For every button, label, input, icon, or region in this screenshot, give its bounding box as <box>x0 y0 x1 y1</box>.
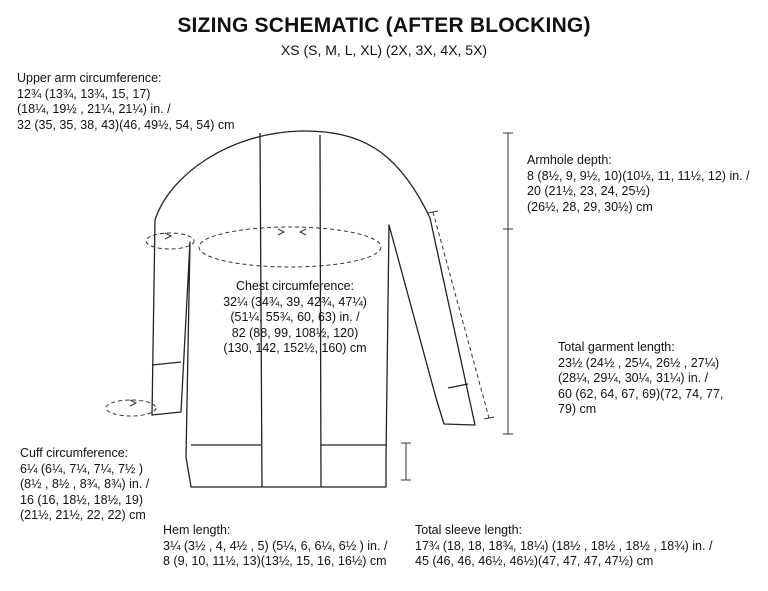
total-sleeve-length-label: Total sleeve length: 17¾ (18, 18, 18¾, 1… <box>415 523 713 568</box>
size-range: XS (S, M, L, XL) (2X, 3X, 4X, 5X) <box>280 42 488 58</box>
armhole-depth-label: Armhole depth: 8 (8½, 9, 9½, 10)(10½, 11… <box>527 153 750 214</box>
center-back-right-line <box>319 134 322 488</box>
page-title: SIZING SCHEMATIC (AFTER BLOCKING) <box>177 14 591 37</box>
cuff-circumference-label: Cuff circumference: 6¼ (6¼, 7¼, 7¼, 7½ )… <box>20 446 150 522</box>
garment-outline <box>151 130 476 488</box>
hem-length-label: Hem length: 3¼ (3½ , 4, 4½ , 5) (5¼, 6, … <box>163 523 388 568</box>
sleeve-length-dimension <box>432 211 490 419</box>
chest-circumference-ellipse <box>198 226 382 268</box>
upper-arm-ellipse <box>145 232 195 250</box>
cuff-ellipse <box>105 399 157 417</box>
chest-arrow-right <box>277 228 286 236</box>
cuff-line-right <box>447 383 469 389</box>
cuff-line-left <box>151 361 182 366</box>
total-garment-length-label: Total garment length: 23½ (24½ , 25¼, 26… <box>558 340 724 416</box>
arm-arrow <box>164 232 173 240</box>
chest-circumference-label: Chest circumference: 32¼ (34¾, 39, 42¾, … <box>223 279 367 355</box>
center-back-left-line <box>259 132 263 488</box>
upper-arm-label: Upper arm circumference: 12¾ (13¾, 13¾, … <box>17 71 235 132</box>
cuff-arrow <box>129 399 138 407</box>
chest-arrow-left <box>298 228 307 236</box>
